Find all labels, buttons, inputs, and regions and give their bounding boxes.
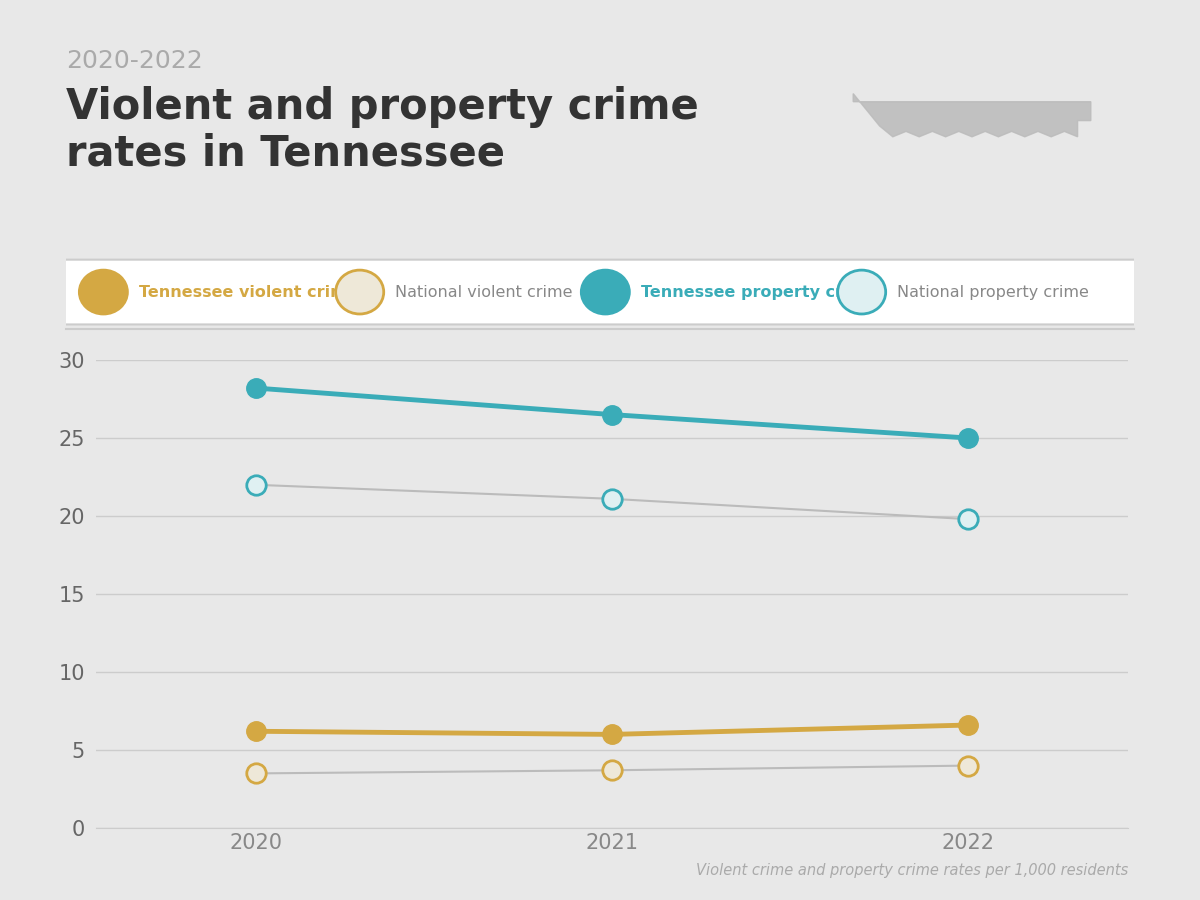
- Text: Tennessee violent crime: Tennessee violent crime: [139, 284, 358, 300]
- Text: Violent crime and property crime rates per 1,000 residents: Violent crime and property crime rates p…: [696, 862, 1128, 878]
- Ellipse shape: [79, 270, 127, 314]
- Text: National property crime: National property crime: [896, 284, 1088, 300]
- Text: Violent and property crime
rates in Tennessee: Violent and property crime rates in Tenn…: [66, 86, 698, 175]
- Text: Tennessee property crime: Tennessee property crime: [641, 284, 876, 300]
- FancyBboxPatch shape: [47, 260, 1152, 324]
- Ellipse shape: [336, 270, 384, 314]
- Ellipse shape: [581, 270, 629, 314]
- Polygon shape: [853, 94, 1091, 137]
- Ellipse shape: [838, 270, 886, 314]
- Text: National violent crime: National violent crime: [395, 284, 572, 300]
- Text: 2020-2022: 2020-2022: [66, 50, 203, 74]
